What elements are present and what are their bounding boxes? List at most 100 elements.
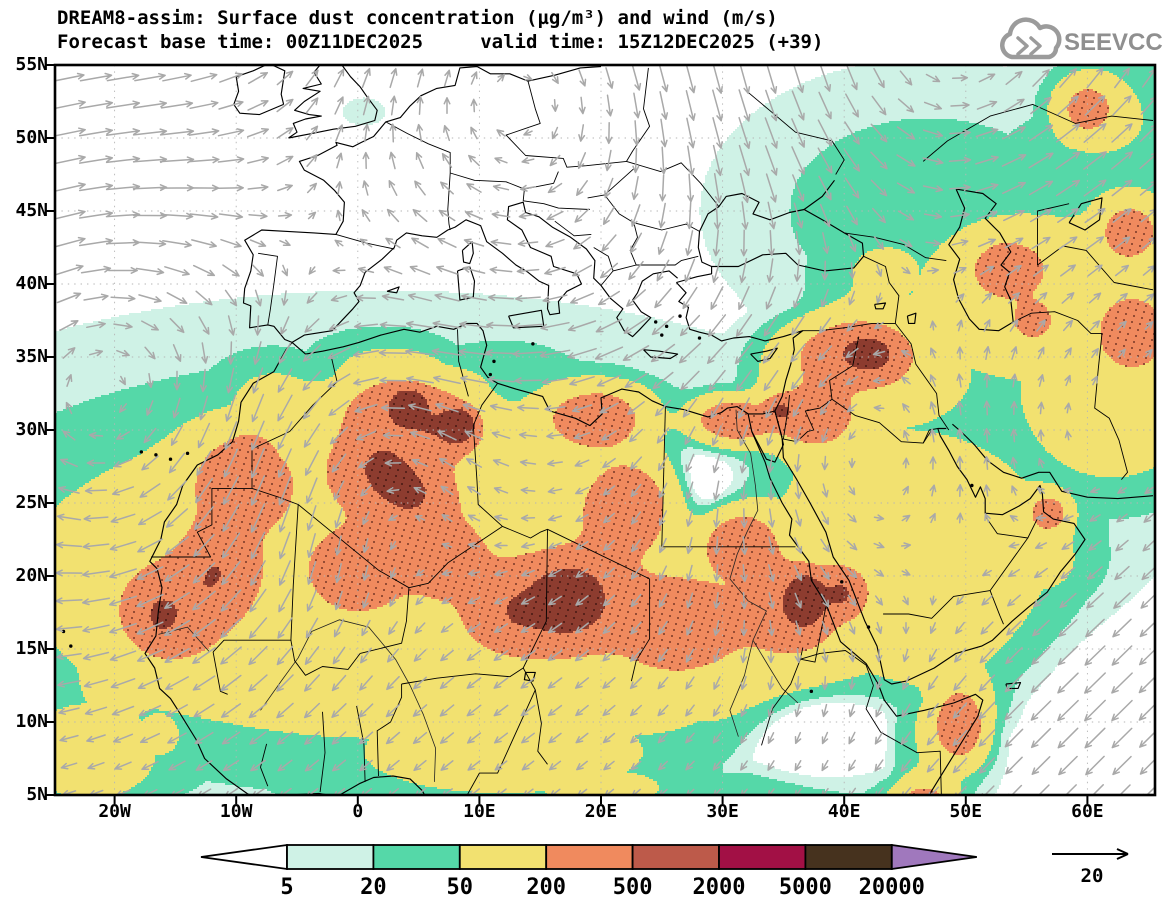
country-border bbox=[502, 525, 650, 580]
coastline bbox=[906, 312, 917, 324]
country-border bbox=[626, 67, 651, 162]
country-borders bbox=[151, 67, 1154, 795]
chart-title: DREAM8-assim: Surface dust concentration… bbox=[57, 7, 778, 29]
lat-tick-label: 20N bbox=[15, 565, 48, 586]
country-border bbox=[989, 590, 1004, 625]
island-dot bbox=[185, 451, 190, 456]
country-border bbox=[385, 121, 451, 231]
lon-tick-label: 30E bbox=[706, 801, 739, 822]
country-border bbox=[251, 355, 338, 470]
country-border bbox=[212, 651, 228, 695]
coastline bbox=[643, 349, 679, 360]
lon-tick-label: 10W bbox=[219, 801, 253, 822]
country-border bbox=[1013, 311, 1128, 480]
logo-text: SEEVCCC bbox=[1064, 29, 1163, 56]
country-border bbox=[1037, 203, 1070, 265]
island-dot bbox=[488, 372, 493, 377]
tick-marks bbox=[46, 64, 1089, 804]
rivers bbox=[158, 409, 799, 782]
lon-tick-label: 40E bbox=[827, 801, 861, 822]
island-dot bbox=[168, 457, 173, 461]
country-border bbox=[151, 469, 253, 558]
island-dot bbox=[531, 342, 535, 346]
island-dot bbox=[660, 333, 664, 337]
legend-boundary-label: 5 bbox=[280, 875, 293, 900]
coastline bbox=[461, 241, 474, 265]
coastline bbox=[952, 423, 1154, 500]
lat-tick-label: 45N bbox=[15, 200, 48, 221]
island-dot bbox=[61, 629, 66, 634]
legend-swatch bbox=[718, 844, 807, 870]
coastline bbox=[386, 286, 400, 294]
country-border bbox=[883, 590, 991, 619]
lon-tick-label: 0 bbox=[352, 801, 364, 822]
coastline bbox=[233, 65, 286, 116]
lat-tick-label: 40N bbox=[15, 273, 48, 294]
lat-tick-label: 35N bbox=[15, 346, 48, 367]
island-dot bbox=[809, 689, 814, 694]
coastlines bbox=[61, 65, 1154, 795]
coastline bbox=[242, 65, 602, 343]
river bbox=[729, 409, 767, 641]
lat-tick-label: 55N bbox=[15, 54, 48, 75]
country-border bbox=[746, 90, 845, 175]
chart-subtitle: Forecast base time: 00Z11DEC2025 valid t… bbox=[57, 31, 824, 53]
country-border bbox=[378, 526, 503, 589]
map-frame bbox=[53, 63, 1157, 797]
legend-boundary-label: 5000 bbox=[779, 875, 832, 900]
country-border bbox=[522, 529, 548, 669]
country-border bbox=[376, 684, 403, 777]
country-border bbox=[799, 606, 827, 663]
island-dot bbox=[654, 320, 658, 324]
country-border bbox=[894, 323, 950, 431]
country-border bbox=[633, 222, 700, 232]
island-dot bbox=[69, 644, 73, 648]
country-border bbox=[984, 515, 1029, 591]
country-border bbox=[319, 711, 326, 793]
graticule bbox=[55, 65, 1155, 795]
wind-arrow-field bbox=[55, 65, 1155, 795]
country-border bbox=[604, 194, 638, 266]
country-border bbox=[782, 394, 790, 439]
legend-right-arrow bbox=[890, 843, 977, 871]
country-border bbox=[258, 252, 278, 325]
legend-boundary-label: 20 bbox=[360, 875, 387, 900]
country-border bbox=[922, 428, 938, 444]
coastline bbox=[803, 179, 835, 210]
country-border bbox=[863, 255, 900, 324]
legend-boundary-label: 50 bbox=[447, 875, 474, 900]
lon-tick-label: 60E bbox=[1071, 801, 1104, 822]
country-border bbox=[831, 398, 933, 444]
country-border bbox=[844, 232, 947, 262]
lon-tick-label: 20E bbox=[584, 801, 618, 822]
country-border bbox=[630, 578, 651, 682]
lon-tick-label: 10E bbox=[463, 801, 496, 822]
legend-boundary-label: 2000 bbox=[693, 875, 746, 900]
river bbox=[260, 619, 436, 782]
coastline bbox=[750, 347, 778, 362]
lat-tick-label: 10N bbox=[15, 711, 48, 732]
country-border bbox=[612, 255, 699, 272]
coastline bbox=[676, 266, 713, 284]
country-border bbox=[472, 383, 503, 527]
island-dot bbox=[970, 483, 974, 488]
country-border bbox=[360, 587, 410, 654]
country-border bbox=[800, 650, 874, 686]
country-border bbox=[829, 336, 860, 400]
country-border bbox=[450, 172, 525, 201]
dust-concentration-field bbox=[55, 65, 1155, 795]
river bbox=[158, 626, 210, 653]
island-dot bbox=[840, 580, 844, 584]
country-border bbox=[802, 322, 896, 332]
river bbox=[752, 639, 799, 704]
legend-boundary-label: 200 bbox=[526, 875, 566, 900]
coastline bbox=[874, 302, 887, 310]
island-dot bbox=[492, 359, 496, 364]
cloud-icon bbox=[1000, 17, 1062, 60]
island-dot bbox=[697, 336, 702, 340]
coastline bbox=[781, 427, 1086, 685]
island-dot bbox=[139, 450, 144, 454]
lat-tick-label: 15N bbox=[15, 638, 48, 659]
